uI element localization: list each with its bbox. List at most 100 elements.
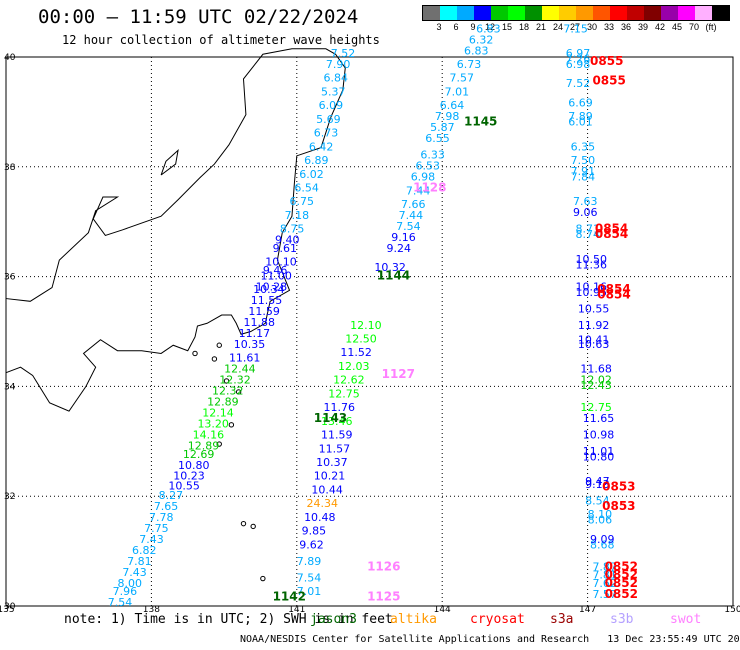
map-frame [5,56,734,607]
wave-height-label: 7.54 [108,596,133,609]
wave-height-label: 13.20 [197,418,229,431]
island-outline [223,378,230,384]
color-scale-label: 12 [484,22,496,32]
coastline-honshu [5,48,346,412]
wave-height-label: 11.88 [243,316,275,329]
wave-height-label: 8.75 [280,223,305,236]
wave-height-label: 10.55 [168,480,200,493]
wave-height-label: 12.14 [202,407,234,420]
wave-height-label: 7.81 [592,569,617,582]
island-outline [228,422,235,428]
color-swatch [695,6,712,20]
wave-height-label: 6.09 [319,99,344,112]
wave-height-label: 7.54 [297,571,322,584]
lat-tick-label: 40 [4,53,16,63]
lon-tick-label: 147 [579,605,596,615]
wave-height-label: 6.98 [566,58,591,71]
wave-height-label: 7.57 [449,72,474,85]
pass-time-label: 1128 [413,181,446,195]
wave-height-label: 10.32 [374,261,406,274]
legend-item-cryosat: cryosat [470,612,525,627]
wave-height-label: 12.32 [219,374,251,387]
wave-height-label: 8.54 [585,494,610,507]
wave-height-label: 11.55 [251,294,282,307]
wave-height-label: 7.91 [571,165,596,178]
wave-height-label: 10.16 [575,280,607,293]
wave-height-label: 10.35 [234,338,266,351]
wave-height-label: 7.96 [113,585,138,598]
wave-height-label: 9.62 [299,538,324,551]
island-outline [211,356,218,362]
color-swatch [593,6,610,20]
wave-height-label: 6.75 [290,195,315,208]
wave-height-label: 9.85 [302,525,327,538]
color-swatch [491,6,508,20]
wave-height-label: 7.52 [331,47,356,60]
wave-height-label: 11.17 [239,327,271,340]
pass-time-label: 0852 [605,587,638,601]
pass-time-label: 0854 [597,288,630,302]
wave-height-label: 11.59 [248,305,279,318]
wave-height-label: 7.66 [401,198,426,211]
legend-item-jason3: jason3 [310,612,357,627]
wave-height-label: 8.06 [588,514,613,527]
pass-time-label: 1126 [367,559,400,573]
island-outline [216,342,222,348]
pass-time-label: 0854 [597,282,630,296]
wave-height-label: 6.53 [416,160,441,173]
wave-height-label: 8.00 [117,577,141,590]
color-scale-label: 36 [620,22,632,32]
island-outline [250,523,256,530]
wave-height-label: 7.75 [144,522,169,535]
wave-height-label: 10.21 [314,470,346,483]
color-scale-label: 6 [453,22,459,32]
wave-height-label: 8.10 [588,508,613,521]
wave-height-label: 7.98 [435,110,460,123]
wave-height-label: 6.84 [323,72,348,85]
wave-height-label: 10.10 [265,256,297,269]
color-swatch [525,6,542,20]
lat-tick-label: 36 [4,273,16,283]
wave-height-label: 6.33 [420,149,445,162]
color-swatch [440,6,457,20]
wave-height-label: 12.10 [350,319,382,332]
wave-height-label: 12.62 [333,374,365,387]
wave-height-label: 7.89 [568,110,593,123]
coastline-sado-island [160,148,179,176]
color-swatch [627,6,644,20]
pass-time-label: 1143 [314,411,347,425]
wave-height-label: 11.61 [229,352,260,365]
wave-height-label: 7.43 [122,566,147,579]
color-scale-label: 30 [586,22,598,32]
color-swatch [423,6,440,20]
wave-height-label: 7.18 [285,209,310,222]
wave-height-label: 11.57 [319,442,351,455]
lon-tick-label: 150 [724,605,740,615]
color-scale-bar [422,5,730,21]
color-scale-label: 3 [436,22,442,32]
wave-height-label: 6.82 [132,544,157,557]
island-outline [235,389,242,395]
wave-height-label: 6.97 [566,47,591,60]
wave-height-label: 7.44 [399,209,424,222]
wave-height-label: 6.35 [571,140,596,153]
wave-height-label: 12.69 [183,448,215,461]
lat-tick-label: 38 [4,163,16,173]
wave-height-label: 6.98 [411,171,436,184]
wave-height-label: 7.57 [592,588,617,601]
color-swatch [559,6,576,20]
wave-height-label: 9.16 [391,231,416,244]
wave-height-label: 7.15 [563,22,588,35]
wave-height-label: 11.65 [583,412,615,425]
color-scale-label: 42 [654,22,666,32]
color-swatch [576,6,593,20]
wave-height-label: 10.55 [578,302,610,315]
pass-time-label: 0855 [590,54,623,68]
wave-height-label: 10.80 [583,451,615,464]
wave-height-label: 7.90 [326,58,351,71]
color-swatch [474,6,491,20]
wave-height-label: 7.26 [566,52,591,65]
wave-height-label: 7.44 [406,184,431,197]
wave-height-label: 9.46 [263,264,288,277]
